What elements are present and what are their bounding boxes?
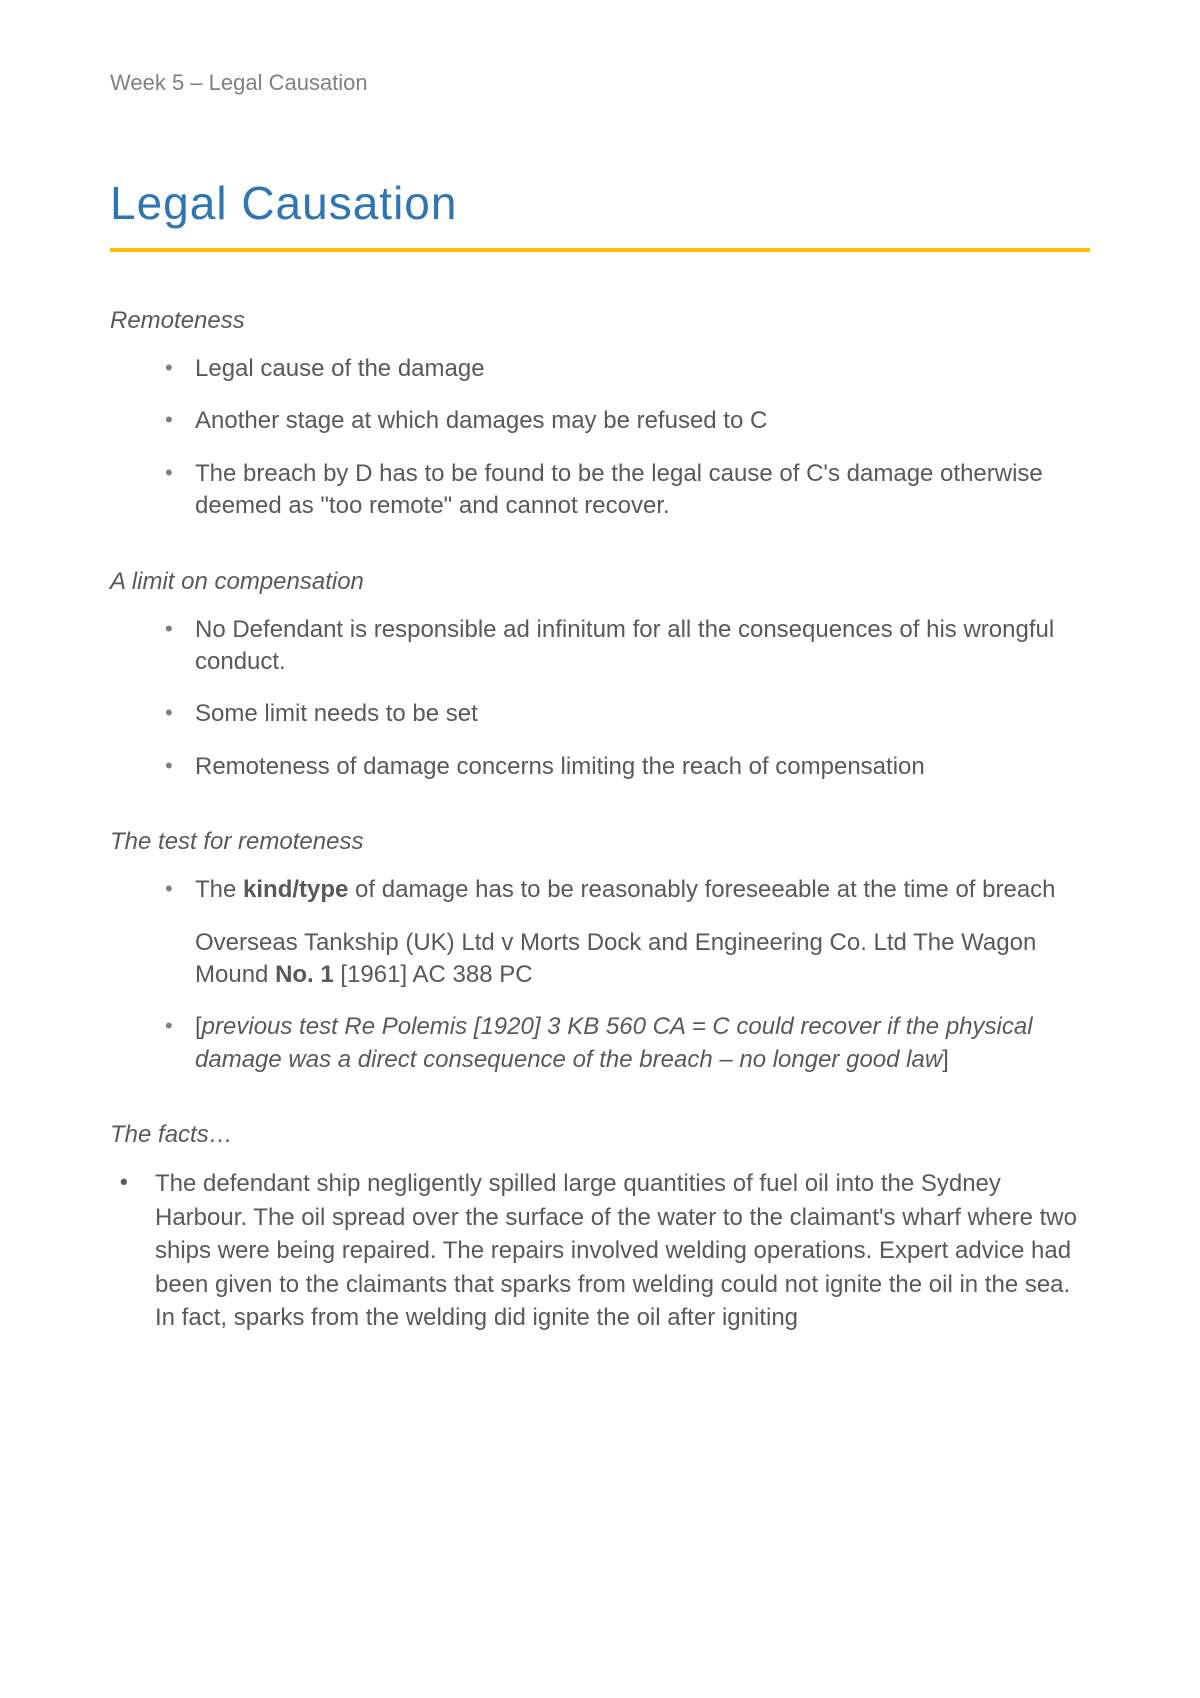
list-item: Remoteness of damage concerns limiting t… bbox=[165, 751, 1090, 783]
page-header: Week 5 – Legal Causation bbox=[110, 70, 1090, 96]
list-item: Legal cause of the damage bbox=[165, 353, 1090, 385]
remoteness-list: Legal cause of the damage Another stage … bbox=[110, 353, 1090, 523]
text-fragment: of damage has to be reasonably foreseeab… bbox=[348, 876, 1055, 903]
list-item: No Defendant is responsible ad infinitum… bbox=[165, 614, 1090, 679]
section-heading-facts: The facts… bbox=[110, 1121, 1090, 1149]
section-heading-test: The test for remoteness bbox=[110, 828, 1090, 856]
italic-text: previous test Re Polemis [1920] 3 KB 560… bbox=[195, 1013, 1033, 1072]
bold-text: No. 1 bbox=[275, 961, 334, 988]
section-heading-limit: A limit on compensation bbox=[110, 568, 1090, 596]
test-list-2: [previous test Re Polemis [1920] 3 KB 56… bbox=[110, 1011, 1090, 1076]
section-heading-remoteness: Remoteness bbox=[110, 307, 1090, 335]
text-fragment: ] bbox=[942, 1046, 949, 1073]
bold-text: kind/type bbox=[243, 876, 348, 903]
list-item: [previous test Re Polemis [1920] 3 KB 56… bbox=[165, 1011, 1090, 1076]
text-fragment: [1961] AC 388 PC bbox=[334, 961, 533, 988]
list-item: Some limit needs to be set bbox=[165, 698, 1090, 730]
case-citation: Overseas Tankship (UK) Ltd v Morts Dock … bbox=[110, 927, 1090, 992]
title-underline bbox=[110, 248, 1090, 252]
list-item: The breach by D has to be found to be th… bbox=[165, 458, 1090, 523]
limit-list: No Defendant is responsible ad infinitum… bbox=[110, 614, 1090, 784]
list-item: Another stage at which damages may be re… bbox=[165, 405, 1090, 437]
text-fragment: [ bbox=[195, 1013, 202, 1040]
page-title: Legal Causation bbox=[110, 176, 1090, 230]
facts-list: The defendant ship negligently spilled l… bbox=[110, 1167, 1090, 1335]
list-item: The defendant ship negligently spilled l… bbox=[120, 1167, 1090, 1335]
text-fragment: The bbox=[195, 876, 243, 903]
list-item: The kind/type of damage has to be reason… bbox=[165, 874, 1090, 906]
test-list: The kind/type of damage has to be reason… bbox=[110, 874, 1090, 906]
